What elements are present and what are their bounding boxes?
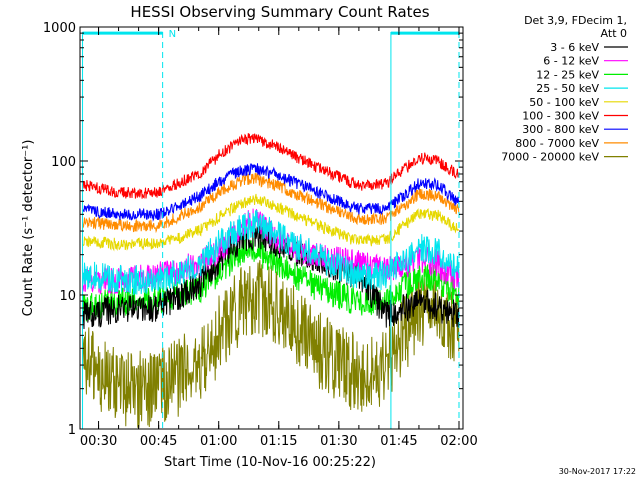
legend-entry-label: 6 - 12 keV (543, 55, 599, 68)
x-tick-label: 01:00 (200, 434, 237, 449)
x-tick-label: 01:15 (260, 434, 297, 449)
y-tick-label: 100 (51, 155, 76, 170)
date-stamp: 30-Nov-2017 17:22 (559, 467, 636, 476)
series-group (82, 133, 460, 428)
legend-entry-label: 7000 - 20000 keV (501, 151, 599, 164)
legend-entry-label: 12 - 25 keV (536, 68, 599, 81)
x-axis-label: Start Time (10-Nov-16 00:25:22) (164, 455, 376, 470)
series-line (82, 210, 460, 296)
series-line (82, 163, 460, 222)
legend-entry-label: 100 - 300 keV (522, 110, 599, 123)
y-tick-label: 1000 (43, 21, 76, 36)
series-line (82, 133, 460, 199)
x-tick-label: 00:30 (80, 434, 117, 449)
legend-header-line-2: Att 0 (601, 27, 627, 40)
plot-frame (79, 26, 464, 430)
series-line (82, 173, 460, 234)
y-axis-label: Count Rate (s⁻¹ detector⁻¹) (21, 140, 36, 317)
observing-flags: N (82, 29, 460, 429)
chart-title: HESSI Observing Summary Count Rates (130, 3, 429, 21)
legend-entry-label: 800 - 7000 keV (515, 137, 599, 150)
legend-entry-label: 50 - 100 keV (529, 96, 599, 109)
series-line (82, 193, 460, 252)
flag-label: N (169, 29, 176, 40)
legend-header-line-1: Det 3,9, FDecim 1, (524, 14, 627, 27)
y-tick-label: 10 (59, 289, 76, 304)
legend-entry-label: 3 - 6 keV (550, 41, 599, 54)
series-line (82, 260, 460, 428)
legend-entry-label: 25 - 50 keV (536, 82, 599, 95)
x-axis: 00:30 00:45 01:00 01:15 01:30 01:45 02:00 (80, 27, 478, 449)
x-tick-label: 02:00 (440, 434, 477, 449)
x-tick-label: 01:45 (380, 434, 417, 449)
y-axis: 1 10 100 1000 (43, 21, 463, 438)
series-line (82, 237, 460, 322)
legend-entry-label: 300 - 800 keV (522, 123, 599, 136)
x-tick-label: 00:45 (140, 434, 177, 449)
y-tick-label: 1 (68, 423, 76, 438)
x-tick-label: 01:30 (320, 434, 357, 449)
